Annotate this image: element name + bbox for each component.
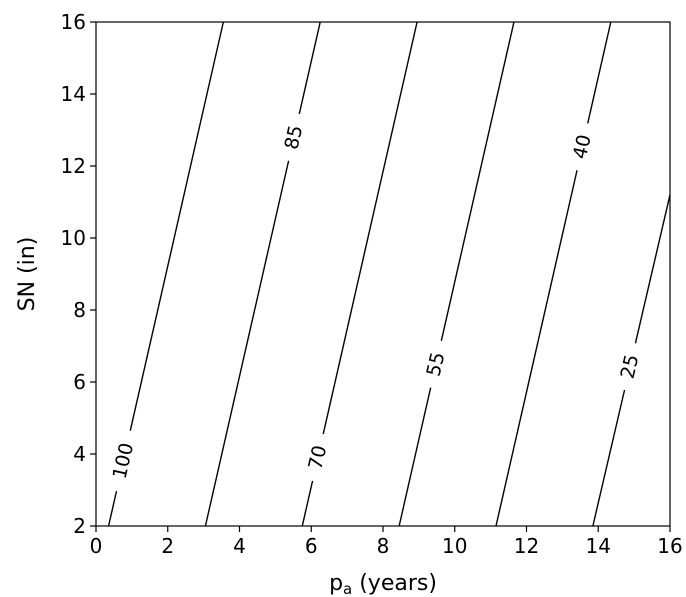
contour-line-85 (204, 160, 290, 527)
contour-line-85 (298, 21, 321, 115)
contour-line-100 (107, 490, 118, 527)
contour-line-70 (322, 21, 418, 435)
contour-label-100: 100 (109, 441, 139, 481)
contour-label-70: 70 (304, 443, 331, 471)
contour-label-85: 85 (281, 123, 308, 151)
y-tick-label: 8 (73, 298, 86, 322)
contour-label-55: 55 (423, 350, 450, 378)
x-axis-title: pa (years) (329, 571, 437, 597)
x-tick-label: 14 (586, 534, 611, 558)
contour-line-100 (129, 21, 225, 431)
contour-line-25 (634, 194, 671, 344)
x-tick-label: 6 (305, 534, 318, 558)
contour-label-25: 25 (617, 352, 644, 381)
x-axis-title-suffix: (years) (352, 571, 437, 596)
contour-label-40: 40 (569, 133, 596, 161)
contour-line-40 (587, 21, 612, 124)
x-tick-label: 10 (442, 534, 467, 558)
y-tick-label: 16 (61, 10, 86, 34)
y-tick-label: 6 (73, 370, 86, 394)
x-axis-title-main: p (329, 571, 343, 596)
contour-lines (107, 21, 671, 527)
contour-line-55 (398, 387, 432, 527)
plot-frame (95, 21, 671, 527)
y-tick-label: 2 (73, 514, 86, 538)
x-axis-title-subscript: a (343, 580, 352, 597)
y-axis-ticks: 2 4 6 8 10 12 14 16 (61, 10, 96, 538)
x-tick-label: 16 (657, 534, 682, 558)
x-tick-label: 8 (377, 534, 390, 558)
y-tick-label: 4 (73, 442, 86, 466)
contour-line-40 (495, 170, 578, 527)
y-tick-label: 10 (61, 226, 86, 250)
x-tick-label: 0 (90, 534, 103, 558)
y-tick-label: 12 (61, 154, 86, 178)
y-tick-label: 14 (61, 82, 86, 106)
contour-line-55 (440, 21, 515, 341)
contour-line-25 (592, 389, 626, 527)
x-tick-label: 2 (161, 534, 174, 558)
x-axis-ticks: 0 2 4 6 8 10 12 14 16 (90, 526, 683, 558)
x-tick-label: 4 (233, 534, 246, 558)
contour-labels: 100 85 70 55 40 25 (109, 123, 644, 481)
x-tick-label: 12 (514, 534, 539, 558)
y-axis-title: SN (in) (15, 237, 40, 312)
contour-line-70 (301, 480, 314, 527)
